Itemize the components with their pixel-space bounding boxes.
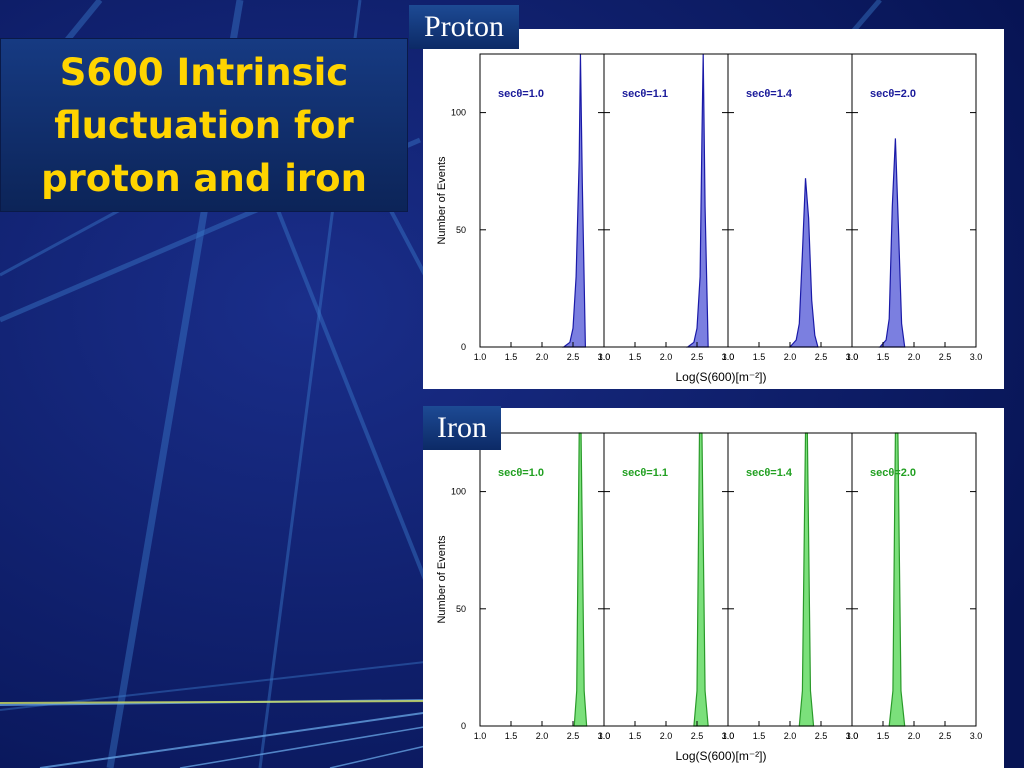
iron-subpanel-label: secθ=1.0 <box>498 467 544 479</box>
proton-subpanel-label: secθ=2.0 <box>870 88 916 100</box>
iron-subpanel-1: 1.0 1.5 2.0 2.5 3.0 secθ=1.1 <box>598 432 735 741</box>
proton-y-axis-label: Number of Events <box>436 156 448 245</box>
proton-x-tick-label: 1.0 <box>722 352 735 362</box>
proton-x-tick-label: 1.0 <box>598 352 611 362</box>
proton-histogram-area <box>561 53 587 348</box>
proton-x-tick-label: 3.0 <box>846 352 859 362</box>
iron-x-tick-label: 2.5 <box>691 731 704 741</box>
proton-x-tick-label: 2.0 <box>660 352 673 362</box>
iron-x-tick-label: 3.0 <box>970 731 983 741</box>
proton-histogram-area <box>788 178 819 348</box>
proton-x-tick-label: 1.5 <box>877 352 890 362</box>
proton-label: Proton <box>409 5 519 49</box>
iron-histogram-area <box>573 432 588 727</box>
iron-x-tick-label: 2.5 <box>939 731 952 741</box>
proton-y-tick-label: 50 <box>456 225 466 235</box>
iron-x-tick-label: 2.5 <box>815 731 828 741</box>
iron-subpanel-2: 1.0 1.5 2.0 2.5 3.0 secθ=1.4 <box>722 432 859 741</box>
iron-x-tick-label: 3.0 <box>598 731 611 741</box>
proton-x-tick-label: 2.5 <box>939 352 952 362</box>
proton-chart-panel: 1.0 1.5 2.0 2.5 3.0 secθ=1.0 1.0 1.5 2.0 2.5 3.0 se… <box>423 29 1004 389</box>
iron-y-tick-label: 0 <box>461 721 466 731</box>
iron-histogram-chart: 1.0 1.5 2.0 2.5 3.0 secθ=1.0 1.0 1.5 2.0 2.5 3.0 se… <box>436 432 983 763</box>
proton-subpanel-1: 1.0 1.5 2.0 2.5 3.0 secθ=1.1 <box>598 53 735 362</box>
slide-title: S600 Intrinsic fluctuation for proton an… <box>41 50 367 200</box>
iron-histogram-area <box>798 432 815 727</box>
proton-histogram-area <box>878 138 906 348</box>
proton-x-tick-label: 3.0 <box>598 352 611 362</box>
iron-x-axis-label: Log(S(600)[m⁻²]) <box>675 749 766 763</box>
proton-histogram-chart: 1.0 1.5 2.0 2.5 3.0 secθ=1.0 1.0 1.5 2.0 2.5 3.0 se… <box>436 53 983 384</box>
iron-x-tick-label: 2.0 <box>660 731 673 741</box>
iron-x-tick-label: 3.0 <box>722 731 735 741</box>
iron-y-axis-label: Number of Events <box>436 535 448 624</box>
iron-histogram-area <box>693 432 709 727</box>
proton-y-tick-label: 100 <box>451 108 466 118</box>
proton-subpanel-2: 1.0 1.5 2.0 2.5 3.0 secθ=1.4 <box>722 53 859 362</box>
iron-x-tick-label: 1.5 <box>505 731 518 741</box>
proton-x-tick-label: 2.5 <box>815 352 828 362</box>
proton-subpanel-0: 1.0 1.5 2.0 2.5 3.0 secθ=1.0 <box>474 53 611 362</box>
iron-x-tick-label: 1.0 <box>474 731 487 741</box>
iron-x-tick-label: 1.5 <box>753 731 766 741</box>
iron-x-tick-label: 2.0 <box>536 731 549 741</box>
proton-x-tick-label: 2.0 <box>908 352 921 362</box>
proton-subpanel-label: secθ=1.1 <box>622 88 668 100</box>
iron-subpanel-label: secθ=1.1 <box>622 467 668 479</box>
iron-subpanel-label: secθ=2.0 <box>870 467 916 479</box>
proton-x-tick-label: 2.0 <box>784 352 797 362</box>
iron-y-tick-label: 50 <box>456 604 466 614</box>
proton-subpanel-label: secθ=1.4 <box>746 88 793 100</box>
iron-y-tick-label: 100 <box>451 487 466 497</box>
iron-x-tick-label: 1.5 <box>877 731 890 741</box>
iron-subpanel-0: 1.0 1.5 2.0 2.5 3.0 secθ=1.0 <box>474 432 611 741</box>
proton-x-tick-label: 2.5 <box>567 352 580 362</box>
iron-x-tick-label: 2.0 <box>784 731 797 741</box>
iron-x-tick-label: 1.0 <box>598 731 611 741</box>
title-box: S600 Intrinsic fluctuation for proton an… <box>0 38 408 212</box>
proton-subpanel-label: secθ=1.0 <box>498 88 544 100</box>
iron-label: Iron <box>423 406 501 450</box>
iron-x-tick-label: 1.0 <box>846 731 859 741</box>
proton-x-tick-label: 1.0 <box>846 352 859 362</box>
proton-y-tick-label: 0 <box>461 342 466 352</box>
proton-x-axis-label: Log(S(600)[m⁻²]) <box>675 370 766 384</box>
iron-x-tick-label: 1.0 <box>722 731 735 741</box>
iron-chart-panel: 1.0 1.5 2.0 2.5 3.0 secθ=1.0 1.0 1.5 2.0 2.5 3.0 se… <box>423 408 1004 768</box>
iron-subpanel-label: secθ=1.4 <box>746 467 793 479</box>
proton-x-tick-label: 2.5 <box>691 352 704 362</box>
proton-x-tick-label: 3.0 <box>722 352 735 362</box>
proton-x-tick-label: 2.0 <box>536 352 549 362</box>
iron-x-tick-label: 2.0 <box>908 731 921 741</box>
iron-x-tick-label: 2.5 <box>567 731 580 741</box>
proton-x-tick-label: 3.0 <box>970 352 983 362</box>
proton-x-tick-label: 1.5 <box>753 352 766 362</box>
proton-x-tick-label: 1.5 <box>505 352 518 362</box>
iron-x-tick-label: 1.5 <box>629 731 642 741</box>
proton-x-tick-label: 1.0 <box>474 352 487 362</box>
proton-subpanel-3: 1.0 1.5 2.0 2.5 3.0 secθ=2.0 <box>846 53 983 362</box>
proton-histogram-area <box>685 53 709 348</box>
iron-subpanel-3: 1.0 1.5 2.0 2.5 3.0 secθ=2.0 <box>846 432 983 741</box>
proton-x-tick-label: 1.5 <box>629 352 642 362</box>
iron-x-tick-label: 3.0 <box>846 731 859 741</box>
